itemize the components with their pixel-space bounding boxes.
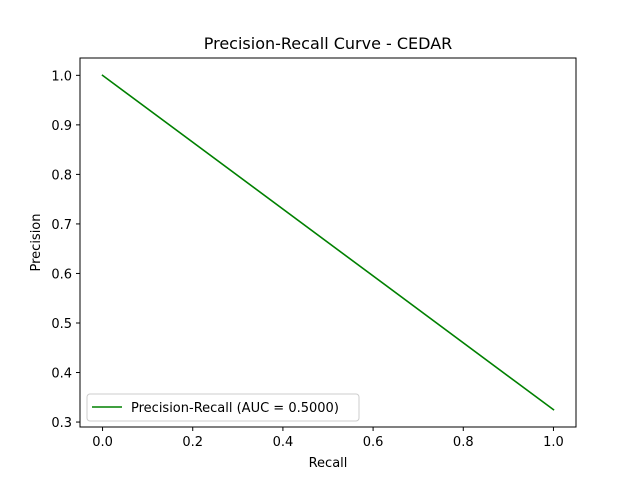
- x-tick-label: 1.0: [543, 435, 564, 450]
- x-tick-label: 0.0: [92, 435, 113, 450]
- y-axis-label: Precision: [29, 213, 44, 271]
- x-tick-label: 0.8: [453, 435, 474, 450]
- y-tick-label: 1.0: [51, 69, 72, 84]
- x-tick-label: 0.4: [273, 435, 294, 450]
- y-tick-label: 0.7: [51, 218, 72, 233]
- x-axis-ticks: 0.0 0.2 0.4 0.6 0.8 1.0: [92, 427, 564, 450]
- plot-area-frame: [79, 57, 577, 428]
- y-tick-label: 0.3: [51, 416, 72, 431]
- series-line: [101, 74, 555, 411]
- x-axis-label: Recall: [309, 456, 348, 471]
- plot-series: [101, 74, 555, 411]
- y-tick-label: 0.8: [51, 168, 72, 183]
- legend: Precision-Recall (AUC = 0.5000): [86, 393, 360, 422]
- y-tick-label: 0.9: [51, 119, 72, 134]
- y-tick-label: 0.6: [51, 267, 72, 282]
- legend-box: [86, 393, 360, 422]
- y-tick-label: 0.4: [51, 367, 72, 382]
- x-tick-label: 0.2: [182, 435, 203, 450]
- x-tick-label: 0.6: [363, 435, 384, 450]
- y-tick-label: 0.5: [51, 317, 72, 332]
- legend-label: Precision-Recall (AUC = 0.5000): [131, 401, 339, 416]
- y-axis-ticks: 0.3 0.4 0.5 0.6 0.7 0.8 0.9 1.0: [51, 69, 80, 431]
- chart-title: Precision-Recall Curve - CEDAR: [204, 34, 453, 53]
